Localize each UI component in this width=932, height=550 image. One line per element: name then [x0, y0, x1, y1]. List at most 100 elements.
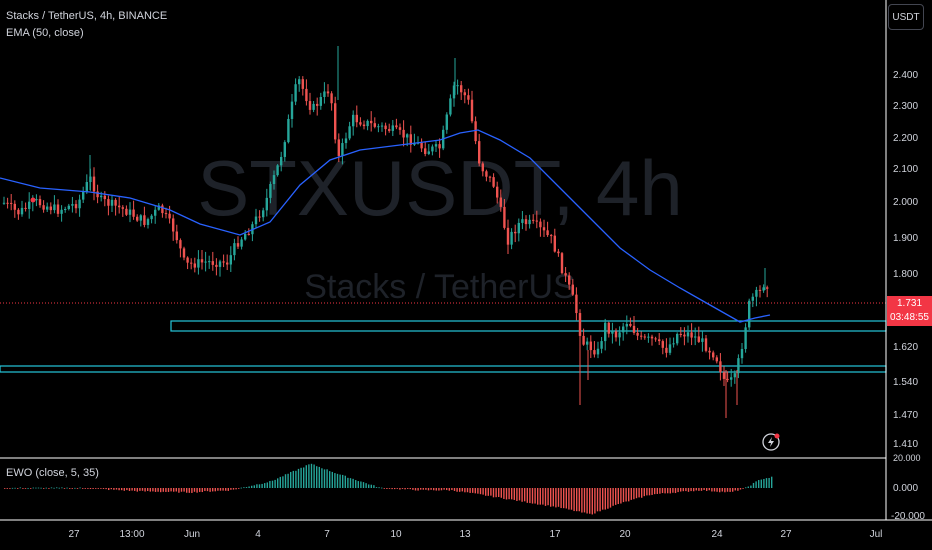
- price-tick: 2.400: [893, 70, 919, 81]
- ewo-bar: [490, 488, 492, 496]
- ewo-bar: [734, 488, 736, 491]
- candle-body: [82, 191, 85, 200]
- ewo-bar: [750, 485, 752, 488]
- ewo-bar: [131, 488, 133, 491]
- candle-body: [557, 251, 560, 254]
- candle-body: [323, 91, 326, 98]
- ewo-bar: [69, 488, 71, 489]
- ewo-legend[interactable]: EWO (close, 5, 35): [6, 467, 99, 479]
- ewo-bar: [128, 488, 131, 491]
- candle-body: [60, 209, 63, 214]
- ewo-bar: [87, 488, 89, 489]
- candle-body: [341, 143, 344, 156]
- candle-body: [719, 361, 722, 373]
- ewo-bar: [316, 466, 318, 488]
- candle-body: [614, 331, 618, 338]
- support-zone-lower[interactable]: [0, 365, 887, 373]
- candle-body: [330, 93, 333, 104]
- ewo-bar: [477, 488, 479, 494]
- ewo-bar: [331, 471, 333, 488]
- ewo-bar: [19, 487, 21, 489]
- candle-body: [395, 125, 398, 128]
- ewo-bar: [674, 488, 677, 494]
- candle-body: [632, 325, 636, 333]
- ewo-bar: [253, 485, 255, 488]
- ewo-bar: [391, 488, 393, 490]
- ewo-bar: [360, 481, 362, 488]
- symbol-legend[interactable]: Stacks / TetherUS, 4h, BINANCE: [6, 10, 168, 22]
- ema-legend[interactable]: EMA (50, close): [6, 27, 84, 39]
- ewo-bar: [446, 488, 448, 491]
- candle-body: [125, 208, 128, 215]
- candle-body: [456, 85, 459, 87]
- candle-body: [208, 261, 211, 263]
- ewo-bar: [586, 488, 588, 514]
- candle-body: [258, 216, 261, 218]
- ewo-bar: [573, 488, 575, 512]
- ewo-bar: [266, 482, 268, 488]
- ewo-bar: [664, 488, 666, 494]
- ewo-bar: [420, 488, 422, 490]
- ewo-bar: [485, 488, 487, 496]
- price-tick: 1.470: [893, 410, 919, 421]
- currency-button[interactable]: USDT: [888, 4, 924, 30]
- candle-body: [17, 209, 20, 215]
- candle-body: [582, 335, 585, 345]
- ewo-bar: [95, 488, 97, 489]
- candle-body: [463, 92, 466, 96]
- ewo-bar: [209, 488, 211, 492]
- ewo-bar: [199, 488, 201, 492]
- ewo-bar: [643, 488, 645, 497]
- ewo-bar: [672, 488, 674, 493]
- ewo-bar: [729, 488, 731, 492]
- ewo-bar: [386, 488, 388, 489]
- ewo-bar: [591, 488, 593, 515]
- ewo-bar: [110, 488, 112, 490]
- ewo-bar: [693, 488, 695, 492]
- ewo-bar: [745, 487, 747, 489]
- ewo-bar: [716, 488, 718, 492]
- time-tick: 24: [711, 529, 723, 540]
- ewo-bar: [482, 488, 484, 495]
- ewo-bar: [388, 488, 391, 489]
- ewo-bar: [594, 488, 596, 514]
- candle-body: [96, 191, 99, 198]
- ewo-bar: [755, 481, 757, 488]
- ewo-bar: [4, 488, 6, 489]
- ewo-bar: [492, 488, 495, 498]
- lightning-alert-icon[interactable]: [762, 433, 780, 451]
- support-zone-upper[interactable]: [170, 320, 887, 332]
- ewo-bar: [414, 488, 417, 491]
- candle-body: [136, 216, 139, 221]
- ewo-bar: [349, 478, 352, 488]
- candle-body: [114, 199, 117, 206]
- ewo-bar: [518, 488, 521, 501]
- price-tick: 1.540: [893, 377, 919, 388]
- ewo-bar: [105, 488, 107, 490]
- ewo-bar: [435, 488, 437, 491]
- ewo-bar: [563, 488, 565, 509]
- candle-body: [179, 240, 182, 249]
- ewo-bar: [206, 488, 209, 492]
- ewo-bar: [560, 488, 562, 509]
- ewo-bar: [531, 488, 534, 504]
- ewo-bar: [503, 488, 505, 499]
- ewo-bar: [448, 488, 450, 491]
- ewo-bar: [763, 478, 765, 488]
- ewo-bar: [635, 488, 638, 499]
- ewo-bar: [84, 488, 86, 489]
- candle-body: [236, 243, 240, 247]
- ewo-bar: [609, 488, 612, 508]
- ewo-bar: [178, 488, 180, 493]
- candle-body: [593, 350, 596, 355]
- ewo-bar: [459, 488, 461, 492]
- candle-body: [506, 227, 510, 245]
- ewo-bar: [136, 488, 138, 492]
- candle-body: [344, 138, 348, 144]
- ewo-bar: [279, 476, 281, 488]
- bar-countdown: 03:48:55: [890, 312, 929, 323]
- ewo-bar: [66, 487, 68, 489]
- ewo-bar: [339, 474, 341, 488]
- candle-body: [672, 343, 675, 345]
